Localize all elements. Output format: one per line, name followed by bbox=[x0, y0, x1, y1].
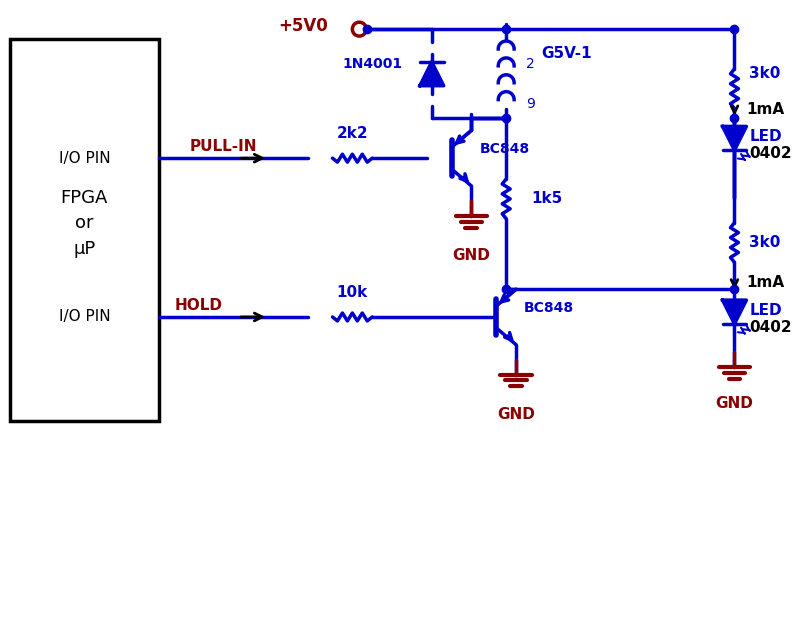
Text: µP: µP bbox=[74, 241, 95, 258]
Text: BC848: BC848 bbox=[524, 301, 574, 315]
Text: 1k5: 1k5 bbox=[531, 191, 562, 206]
Text: PULL-IN: PULL-IN bbox=[190, 139, 257, 154]
Bar bbox=[10, 39, 159, 421]
Text: 3k0: 3k0 bbox=[750, 235, 781, 250]
Text: HOLD: HOLD bbox=[174, 298, 222, 313]
Text: GND: GND bbox=[715, 396, 754, 411]
Text: 10k: 10k bbox=[337, 285, 368, 300]
Text: or: or bbox=[75, 214, 94, 232]
Text: 1mA: 1mA bbox=[746, 275, 785, 290]
Text: 3k0: 3k0 bbox=[750, 66, 781, 82]
Text: 0402: 0402 bbox=[750, 320, 792, 335]
Polygon shape bbox=[722, 300, 746, 324]
Text: LED: LED bbox=[750, 303, 782, 318]
Text: +5V0: +5V0 bbox=[278, 17, 327, 35]
Text: 2k2: 2k2 bbox=[337, 126, 368, 141]
Text: 9: 9 bbox=[526, 97, 535, 110]
Text: 1mA: 1mA bbox=[746, 102, 785, 117]
Polygon shape bbox=[420, 62, 444, 86]
Text: 0402: 0402 bbox=[750, 146, 792, 161]
Text: 1N4001: 1N4001 bbox=[342, 57, 402, 71]
Text: FPGA: FPGA bbox=[61, 189, 108, 207]
Text: LED: LED bbox=[750, 129, 782, 144]
Text: BC848: BC848 bbox=[479, 142, 530, 156]
Polygon shape bbox=[722, 127, 746, 150]
Text: 2: 2 bbox=[526, 57, 534, 71]
Text: GND: GND bbox=[497, 407, 535, 422]
Text: GND: GND bbox=[453, 248, 490, 263]
Text: G5V-1: G5V-1 bbox=[541, 46, 591, 61]
Text: I/O PIN: I/O PIN bbox=[58, 310, 110, 325]
Text: I/O PIN: I/O PIN bbox=[58, 150, 110, 166]
